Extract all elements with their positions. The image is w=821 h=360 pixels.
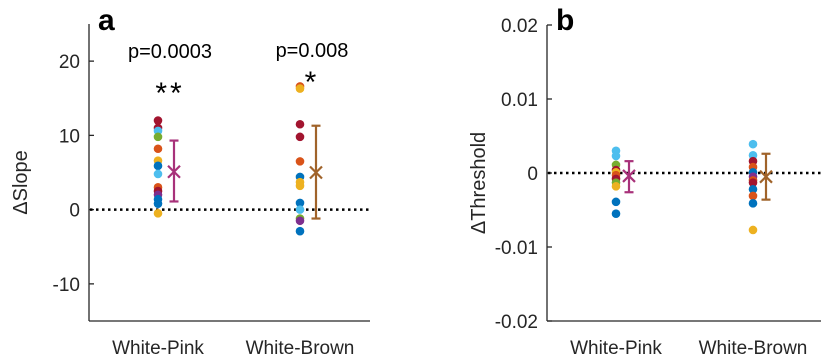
data-point: [295, 181, 305, 191]
data-point: [748, 199, 758, 208]
group-1: p=0.008 *: [276, 40, 349, 236]
y-axis-title: ΔSlope: [10, 150, 32, 215]
y-tick-label: -0.01: [495, 238, 538, 259]
data-point: [748, 156, 758, 166]
y-tick-label: -0.02: [495, 312, 538, 333]
group-0: [611, 146, 636, 218]
significance-stars: **: [155, 77, 184, 110]
data-point: [295, 157, 305, 166]
data-point: [611, 151, 621, 161]
data-point: [611, 209, 621, 218]
data-point: [153, 132, 163, 142]
panel-b-threshold: -0.02 -0.01 0 0.01 0.02 ΔThreshold b White-Pink…: [468, 4, 821, 359]
data-point: [295, 132, 305, 142]
y-tick-label: 0: [527, 164, 538, 185]
data-point: [295, 226, 305, 236]
data-point: [748, 150, 758, 160]
data-point: [748, 191, 758, 201]
y-tick-label: 0: [69, 201, 80, 222]
data-point: [748, 225, 758, 235]
data-point: [295, 119, 305, 129]
significance-stars: *: [305, 66, 320, 99]
mean-marker: [622, 169, 636, 183]
y-tick-label: 0.01: [501, 90, 538, 111]
p-value-label: p=0.0003: [128, 41, 212, 63]
y-tick-label: -10: [53, 275, 80, 296]
group-0: p=0.0003 **: [128, 41, 212, 218]
data-point: [611, 182, 621, 191]
data-point: [748, 184, 758, 194]
panel-a-slope: -10 0 10 20 ΔSlope a White-Pink White-Brown p=0.…: [10, 4, 370, 359]
panel-letter: a: [98, 4, 115, 37]
x-category-label: White-Brown: [699, 338, 808, 359]
x-category-label: White-Pink: [112, 338, 204, 359]
data-point: [295, 205, 305, 214]
group-1: [748, 139, 773, 235]
data-point: [153, 199, 163, 208]
data-point: [153, 169, 163, 179]
data-point: [295, 198, 305, 208]
x-category-label: White-Pink: [570, 338, 662, 359]
mean-marker: [309, 165, 323, 180]
panel-letter: b: [556, 4, 574, 37]
y-axis-title: ΔThreshold: [468, 132, 490, 234]
data-point: [611, 197, 621, 207]
data-point: [153, 116, 163, 125]
p-value-label: p=0.008: [276, 40, 349, 62]
data-point: [295, 84, 305, 93]
y-tick-label: 20: [59, 52, 80, 73]
y-tick-label: 10: [59, 126, 80, 147]
mean-marker: [167, 164, 181, 179]
data-point: [153, 209, 163, 218]
data-point: [295, 216, 305, 226]
data-point: [153, 144, 163, 154]
mean-marker: [759, 169, 773, 184]
data-point: [153, 126, 163, 136]
y-tick-label: 0.02: [501, 16, 538, 37]
x-category-label: White-Brown: [246, 338, 355, 359]
data-point: [153, 161, 163, 171]
data-point: [748, 178, 758, 187]
data-point: [748, 139, 758, 149]
